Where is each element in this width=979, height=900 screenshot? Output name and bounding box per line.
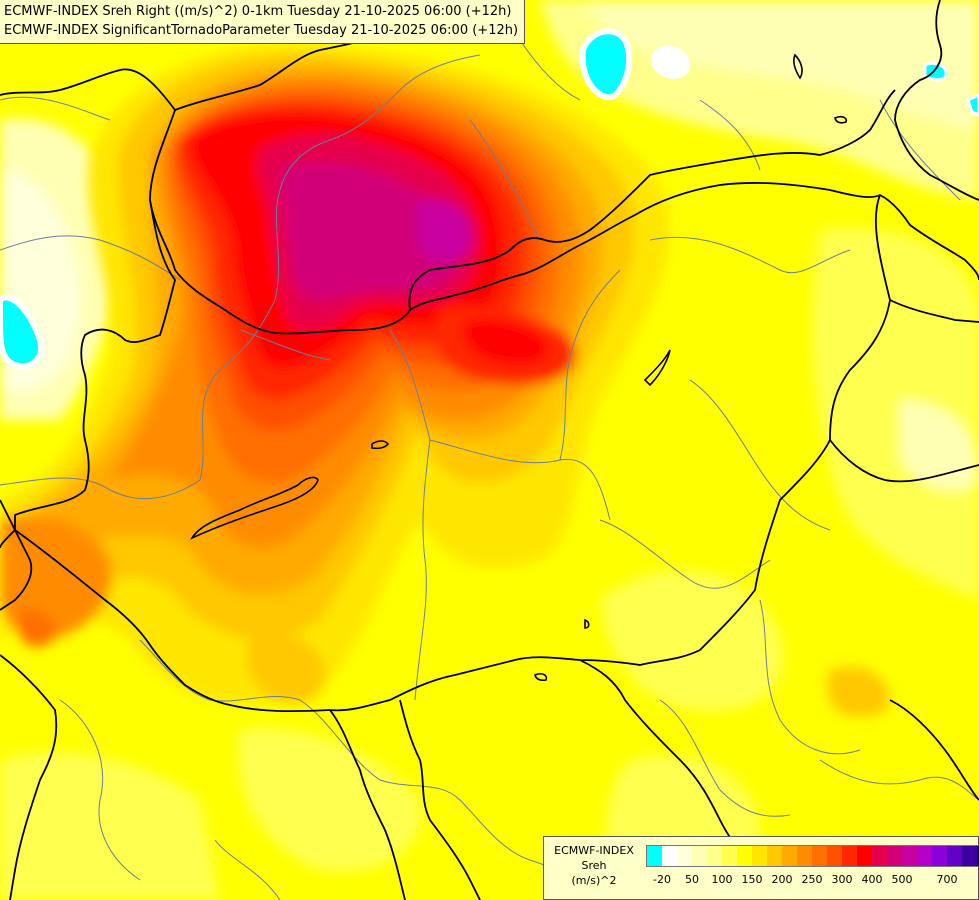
legend-unit: (m/s)^2	[571, 874, 617, 887]
legend-model: ECMWF-INDEX	[554, 844, 634, 857]
legend-swatch	[932, 846, 947, 866]
legend-swatch	[887, 846, 902, 866]
legend-swatch	[662, 846, 677, 866]
lakes	[189, 53, 848, 682]
legend-swatch	[752, 846, 767, 866]
legend-tick-label: 150	[741, 873, 763, 886]
legend-swatch	[737, 846, 752, 866]
legend-swatch	[782, 846, 797, 866]
legend-tick-label: 500	[891, 873, 913, 886]
legend-swatch	[812, 846, 827, 866]
legend-tick-labels: -20 50 100 150 200 250 300 400 500 700	[646, 873, 976, 889]
legend-swatch	[797, 846, 812, 866]
title-sreh: ECMWF-INDEX Sreh Right ((m/s)^2) 0-1km T…	[4, 4, 512, 19]
legend-swatch	[647, 846, 662, 866]
legend-tick-label: 700	[936, 873, 958, 886]
legend-swatch	[767, 846, 782, 866]
legend-color-bar	[646, 845, 979, 867]
legend-swatch	[707, 846, 722, 866]
legend-swatch	[872, 846, 887, 866]
legend-swatch	[902, 846, 917, 866]
color-legend: ECMWF-INDEX Sreh (m/s)^2 -20 50 100 150 200 2…	[543, 836, 979, 900]
legend-swatch	[857, 846, 872, 866]
legend-swatch	[842, 846, 857, 866]
legend-tick-label: 400	[861, 873, 883, 886]
legend-swatch	[722, 846, 737, 866]
legend-tick-label: -20	[653, 873, 671, 886]
legend-swatch	[677, 846, 692, 866]
legend-swatch	[962, 846, 977, 866]
legend-tick-label: 200	[771, 873, 793, 886]
region-borders	[0, 39, 979, 900]
legend-swatch	[947, 846, 962, 866]
legend-swatch	[977, 846, 979, 866]
legend-parameter: Sreh	[581, 859, 607, 872]
legend-tick-label: 50	[685, 873, 699, 886]
title-stp: ECMWF-INDEX SignificantTornadoParameter …	[4, 23, 519, 38]
legend-caption: ECMWF-INDEX Sreh (m/s)^2	[544, 843, 644, 888]
map-title-panel: ECMWF-INDEX Sreh Right ((m/s)^2) 0-1km T…	[0, 0, 526, 44]
legend-swatch	[692, 846, 707, 866]
legend-tick-label: 300	[831, 873, 853, 886]
legend-tick-label: 100	[711, 873, 733, 886]
legend-swatch	[917, 846, 932, 866]
legend-tick-label: 250	[801, 873, 823, 886]
legend-swatch	[827, 846, 842, 866]
